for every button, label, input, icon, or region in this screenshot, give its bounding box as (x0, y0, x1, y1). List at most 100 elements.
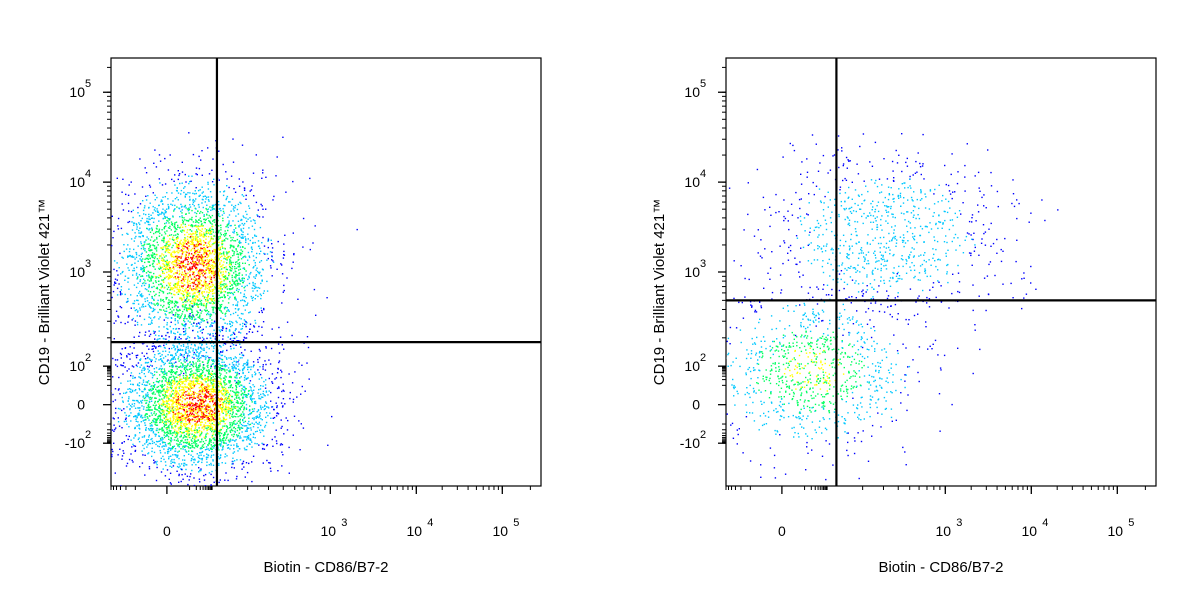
event-dot (131, 352, 133, 354)
event-dot (196, 295, 198, 297)
event-dot (200, 268, 202, 271)
event-dot (189, 394, 192, 396)
event-dot (176, 436, 178, 438)
event-dot (188, 252, 190, 254)
event-dot (185, 291, 187, 293)
event-dot (139, 466, 141, 468)
event-dot (198, 256, 200, 258)
event-dot (195, 297, 197, 299)
event-dot (237, 434, 239, 437)
event-dot (192, 300, 195, 302)
event-dot (134, 237, 136, 239)
event-dot (200, 413, 203, 415)
event-dot (223, 283, 225, 285)
event-dot (116, 287, 119, 290)
event-dot (153, 303, 155, 305)
event-dot (188, 336, 191, 339)
event-dot (176, 434, 178, 437)
event-dot (213, 261, 215, 263)
event-dot (210, 278, 212, 280)
event-dot (161, 200, 163, 202)
event-dot (201, 348, 203, 350)
event-dot (162, 299, 164, 301)
event-dot (158, 235, 161, 237)
event-dot (152, 275, 154, 278)
event-dot (143, 270, 145, 272)
event-dot (271, 243, 273, 245)
event-dot (228, 222, 230, 224)
event-dot (130, 383, 132, 385)
event-dot (166, 451, 169, 453)
event-dot (144, 300, 147, 303)
event-dot (227, 256, 229, 258)
event-dot (178, 349, 180, 351)
event-dot (142, 209, 145, 212)
event-dot (211, 244, 213, 246)
event-dot (196, 291, 199, 293)
event-dot (230, 262, 232, 264)
event-dot (186, 292, 188, 294)
event-dot (225, 283, 227, 285)
event-dot (251, 248, 253, 251)
event-dot (155, 397, 157, 399)
event-dot (180, 448, 182, 450)
event-dot (134, 324, 136, 326)
event-dot (191, 262, 193, 265)
event-dot (205, 435, 207, 437)
event-dot (182, 287, 184, 289)
event-dot (175, 221, 178, 223)
event-dot (188, 403, 190, 405)
event-dot (151, 229, 153, 232)
event-dot (235, 248, 237, 250)
event-dot (127, 380, 129, 382)
event-dot (269, 462, 271, 464)
event-dot (180, 424, 182, 427)
event-dot (195, 298, 197, 301)
event-dot (195, 237, 197, 239)
event-dot (243, 280, 245, 282)
event-dot (219, 262, 221, 264)
event-dot (195, 235, 197, 238)
event-dot (151, 348, 153, 350)
event-dot (152, 330, 155, 332)
event-dot (130, 453, 132, 455)
event-dot (139, 279, 142, 281)
event-dot (160, 267, 162, 269)
event-dot (153, 260, 155, 263)
event-dot (198, 261, 200, 263)
event-dot (164, 452, 166, 454)
event-dot (209, 286, 211, 288)
event-dot (171, 300, 174, 303)
event-dot (170, 410, 173, 412)
event-dot (166, 264, 169, 266)
event-dot (127, 388, 129, 390)
event-dot (161, 239, 163, 242)
event-dot (209, 245, 211, 247)
event-dot (157, 303, 160, 305)
event-dot (262, 321, 265, 323)
event-dot (272, 199, 274, 201)
event-dot (211, 206, 214, 208)
event-dot (187, 240, 190, 242)
event-dot (184, 301, 187, 303)
event-dot (145, 429, 147, 431)
event-dot (205, 326, 207, 328)
event-dot (201, 432, 203, 434)
event-dot (225, 410, 228, 412)
event-dot (199, 243, 201, 245)
event-dot (114, 399, 117, 401)
event-dot (218, 285, 220, 287)
event-dot (183, 389, 185, 391)
event-dot (180, 239, 182, 242)
event-dot (163, 239, 165, 242)
event-dot (186, 286, 189, 288)
event-dot (153, 290, 155, 293)
event-dot (283, 243, 285, 245)
event-dot (262, 368, 264, 370)
event-dot (248, 256, 251, 259)
event-dot (126, 300, 129, 303)
event-dot (187, 427, 189, 429)
event-dot (153, 217, 155, 220)
event-dot (163, 268, 165, 270)
event-dot (184, 195, 186, 197)
